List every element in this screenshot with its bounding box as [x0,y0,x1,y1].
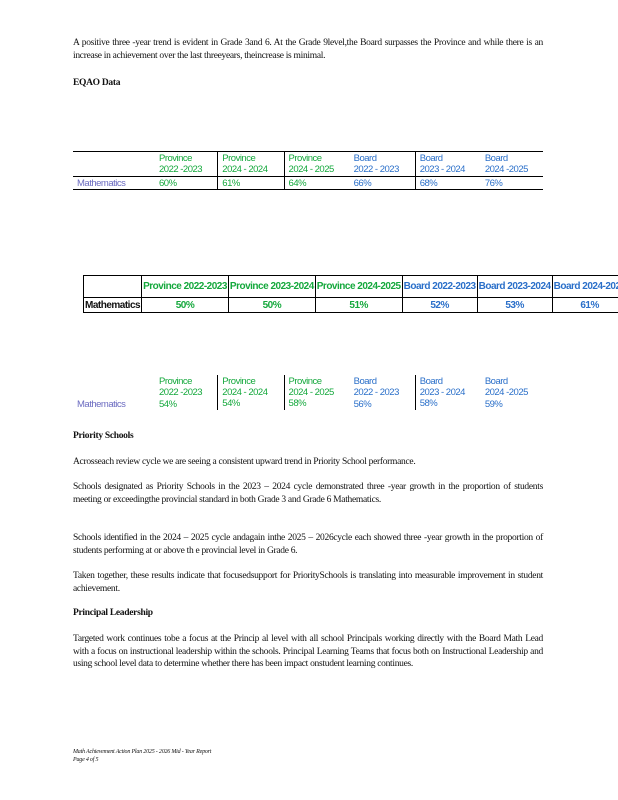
value-cell: 56% [353,399,372,410]
header-cell: Board 2023-2024 [476,275,553,298]
value-cell: 76% [480,176,543,190]
page-number: Page 4 of 5 [73,757,99,763]
header-cell: Province 2024 - 2024 [217,151,285,177]
header-cell: Province 2022 -2023 [155,151,218,177]
eqao-heading: EQAO Data [73,78,121,88]
priority-heading: Priority Schools [73,431,134,441]
row-label: Mathematics [82,297,143,313]
header-cell: Board 2023 - 2024 58% [414,375,481,410]
value-cell: 50% [141,297,229,313]
header-cell: Province 2022 -2023 [159,376,203,398]
header-cell: Board 2024 -2025 [484,376,529,398]
value-cell: 64% [283,176,350,190]
leadership-heading: Principal Leadership [73,608,153,618]
priority-paragraph: Schools identified in the 2024 – 2025 cy… [73,533,543,556]
footer-title: Math Achievement Action Plan 2025 - 2026… [73,749,212,755]
value-cell: 51% [314,297,403,313]
header-cell: Board 2024 -2025 [480,151,543,177]
row-label: Mathematics [73,176,155,190]
value-cell: 61% [217,176,285,190]
table-header-row: Province 2022 -2023 Province 2024 - 2024 P… [73,151,543,177]
row-label: Mathematics [77,399,126,410]
header-cell: Board 2022 - 2023 [353,376,400,398]
priority-paragraph: Acrosseach review cycle we are seeing a … [73,457,416,467]
header-cell: Province 2024 - 2025 [283,151,350,177]
eqao-table-3: Province 2022 -2023 Province 2024 - 2024 54… [73,375,543,410]
value-cell: 54% [159,399,177,410]
table-row: Mathematics 54% 56% 59% [73,398,543,410]
eqao-table-1: Province 2022 -2023 Province 2024 - 2024 P… [73,151,543,190]
eqao-table-2: Province 2022-2023 Province 2023-2024 Pr… [82,275,618,313]
header-cell: Board 2022 - 2023 [349,151,416,177]
table-row: Mathematics 50% 50% 51% 52% 53% 61% [82,297,618,313]
value-cell: 61% [551,297,618,313]
header-cell: Board 2023 - 2024 [414,151,481,177]
leadership-paragraph: Targeted work continues tobe a focus at … [73,634,543,669]
header-cell: Board 2024-2025 [551,275,618,298]
empty-header-cell [82,275,143,298]
value-cell: 52% [401,297,478,313]
value-cell: 53% [476,297,553,313]
value-cell: 68% [414,176,481,190]
header-cell: Province 2024 - 2024 54% [217,375,285,410]
empty-header-cell [73,375,155,398]
value-cell: 50% [227,297,316,313]
header-cell: Province 2023-2024 [227,275,316,298]
intro-paragraph: A positive three -year trend is evident … [73,38,543,61]
header-cell: Province 2022-2023 [141,275,229,298]
value-cell: 66% [349,176,416,190]
empty-header-cell [73,151,155,177]
page-footer: Math Achievement Action Plan 2025 - 2026… [73,748,211,764]
table-header-row: Province 2022 -2023 Province 2024 - 2024 54… [73,375,543,410]
value-cell: 59% [484,399,503,410]
header-cell: Province 2024 - 2025 58% [283,375,350,410]
table-row: Mathematics 60% 61% 64% 66% 68% 76% [73,176,543,190]
priority-paragraph: Schools designated as Priority Schools i… [73,482,543,505]
priority-paragraph: Taken together, these results indicate t… [73,571,543,594]
header-cell: Province 2024-2025 [314,275,403,298]
value-cell: 60% [155,176,218,190]
header-cell: Board 2022-2023 [401,275,478,298]
table-header-row: Province 2022-2023 Province 2023-2024 Pr… [82,275,618,298]
